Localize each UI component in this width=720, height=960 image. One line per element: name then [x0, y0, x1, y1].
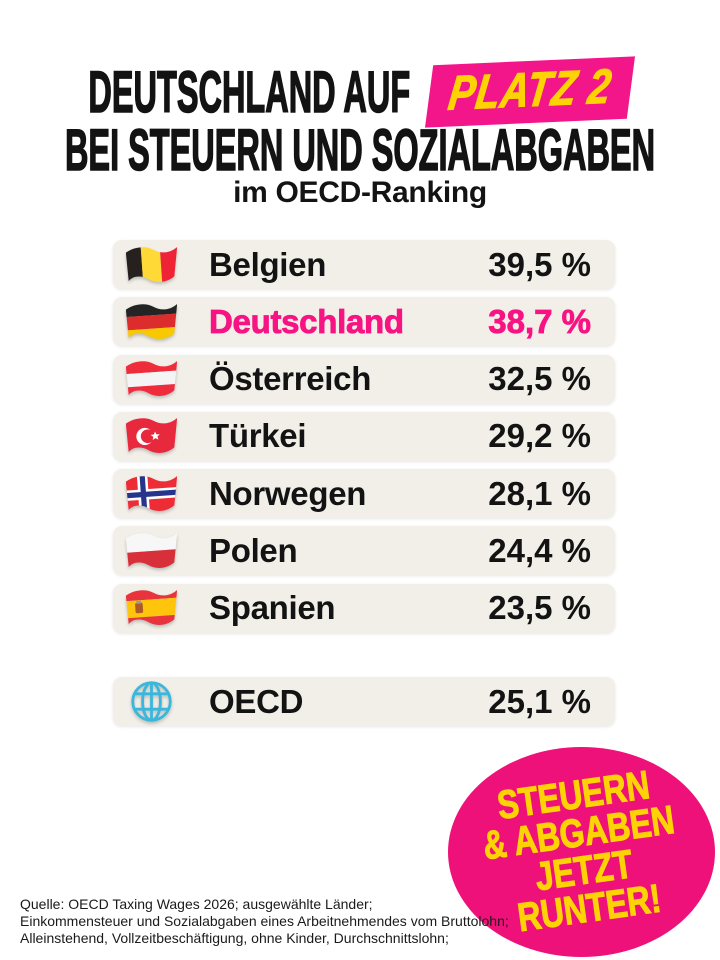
- title-line-2: BEI STEUERN UND SOZIALABGABEN: [64, 118, 656, 183]
- belgium-flag-icon: [123, 243, 180, 287]
- austria-row: Österreich 32,5 %: [113, 354, 615, 404]
- norway-row: Norwegen 28,1 %: [113, 469, 615, 519]
- country-value: 39,5 %: [488, 245, 591, 283]
- turkey-row: Türkei 29,2 %: [113, 411, 615, 461]
- globe-icon: [123, 680, 180, 724]
- oecd-summary-row: OECD 25,1 %: [113, 677, 615, 726]
- country-value: 24,4 %: [488, 531, 591, 569]
- germany-flag-icon: [123, 300, 180, 344]
- spain-row: Spanien 23,5 %: [113, 583, 615, 633]
- country-name: Spanien: [209, 589, 336, 627]
- source-line: Quelle: OECD Taxing Wages 2026; ausgewäh…: [20, 896, 373, 912]
- country-value: 23,5 %: [488, 589, 591, 627]
- country-name: Belgien: [209, 245, 327, 283]
- belgium-row: Belgien 39,5 %: [113, 240, 615, 289]
- country-value: 29,2 %: [488, 417, 591, 455]
- title-prefix: DEUTSCHLAND AUF: [88, 60, 411, 125]
- austria-flag-icon: [123, 357, 180, 401]
- country-name: Deutschland: [209, 302, 405, 340]
- source-note: Quelle: OECD Taxing Wages 2026; ausgewäh…: [20, 896, 509, 947]
- summary-value: 25,1 %: [488, 682, 591, 720]
- poland-row: Polen 24,4 %: [113, 526, 615, 576]
- ranking-list: Belgien 39,5 % Deutschland 38,7 % Österr…: [113, 240, 615, 633]
- spain-flag-icon: [123, 586, 180, 630]
- turkey-flag-icon: [123, 414, 180, 458]
- germany-row: Deutschland 38,7 %: [113, 297, 615, 347]
- country-value: 28,1 %: [488, 474, 591, 512]
- source-line: Alleinstehend, Vollzeitbeschäftigung, oh…: [20, 930, 449, 947]
- norway-flag-icon: [123, 472, 180, 516]
- country-name: Türkei: [209, 417, 307, 455]
- country-value: 38,7 %: [488, 302, 592, 340]
- country-value: 32,5 %: [488, 360, 591, 398]
- poland-flag-icon: [123, 529, 180, 573]
- source-line: Einkommensteuer und Sozialabgaben eines …: [20, 913, 509, 930]
- subtitle: im OECD-Ranking: [233, 176, 487, 209]
- country-name: Österreich: [209, 360, 372, 398]
- platz-2-badge: PLATZ 2: [425, 56, 636, 128]
- summary-label: OECD: [209, 682, 304, 720]
- campaign-badge: STEUERN & ABGABEN JETZT RUNTER!: [448, 747, 715, 957]
- country-name: Polen: [209, 531, 298, 569]
- country-name: Norwegen: [209, 474, 367, 512]
- platz-2-badge-label: PLATZ 2: [445, 60, 616, 122]
- title-line-1: DEUTSCHLAND AUF PLATZ 2: [0, 56, 720, 128]
